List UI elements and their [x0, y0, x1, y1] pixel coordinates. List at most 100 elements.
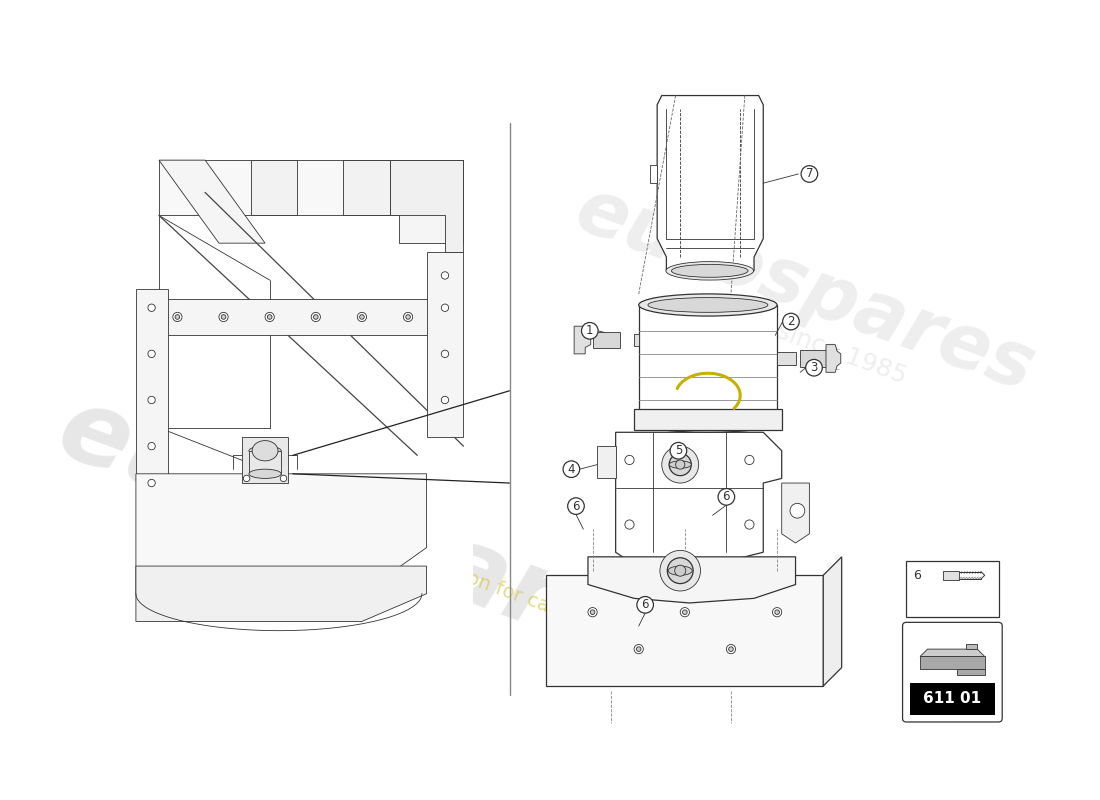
Text: 6: 6 [913, 569, 922, 582]
Circle shape [267, 314, 272, 319]
Circle shape [582, 322, 598, 339]
Polygon shape [160, 298, 446, 335]
Circle shape [314, 314, 318, 319]
Polygon shape [657, 95, 763, 271]
Circle shape [147, 479, 155, 486]
Circle shape [674, 565, 685, 576]
Circle shape [668, 558, 693, 583]
Polygon shape [136, 474, 427, 594]
Circle shape [406, 314, 410, 319]
Circle shape [680, 607, 690, 617]
Polygon shape [399, 160, 463, 243]
Circle shape [682, 610, 688, 614]
Text: 1: 1 [586, 324, 594, 338]
Polygon shape [574, 326, 591, 354]
Text: eurospares: eurospares [45, 378, 697, 698]
Ellipse shape [671, 264, 748, 278]
Polygon shape [160, 160, 463, 215]
Polygon shape [906, 562, 999, 617]
Circle shape [173, 312, 182, 322]
Circle shape [662, 446, 698, 483]
Circle shape [670, 442, 686, 459]
Circle shape [637, 646, 641, 651]
Text: 6: 6 [641, 598, 649, 611]
Circle shape [147, 350, 155, 358]
Polygon shape [777, 352, 795, 365]
Circle shape [441, 396, 449, 404]
Text: 3: 3 [811, 362, 817, 374]
Polygon shape [251, 160, 297, 215]
Polygon shape [588, 557, 795, 603]
Text: 6: 6 [723, 490, 730, 503]
Polygon shape [634, 410, 782, 430]
Circle shape [147, 442, 155, 450]
Polygon shape [160, 160, 265, 243]
Circle shape [219, 312, 228, 322]
Polygon shape [136, 151, 473, 622]
Polygon shape [389, 160, 463, 252]
Polygon shape [800, 350, 826, 366]
Text: 6: 6 [572, 499, 580, 513]
Polygon shape [920, 649, 984, 657]
Circle shape [728, 646, 734, 651]
Text: since 1985: since 1985 [773, 319, 910, 389]
Ellipse shape [252, 441, 278, 461]
Circle shape [774, 610, 780, 614]
Circle shape [790, 503, 805, 518]
Ellipse shape [668, 566, 692, 575]
Circle shape [625, 520, 634, 529]
Text: eurospares: eurospares [565, 172, 1044, 406]
Circle shape [265, 312, 274, 322]
Polygon shape [634, 334, 639, 346]
Circle shape [563, 461, 580, 478]
Circle shape [660, 550, 701, 591]
Circle shape [311, 312, 320, 322]
Circle shape [441, 304, 449, 311]
Polygon shape [242, 437, 288, 483]
Circle shape [772, 607, 782, 617]
Circle shape [745, 455, 754, 465]
Circle shape [441, 272, 449, 279]
Circle shape [404, 312, 412, 322]
Circle shape [634, 645, 643, 654]
FancyBboxPatch shape [903, 622, 1002, 722]
Circle shape [637, 597, 653, 613]
Polygon shape [826, 345, 840, 372]
Text: 7: 7 [805, 167, 813, 181]
Text: 611 01: 611 01 [923, 691, 981, 706]
Circle shape [675, 460, 685, 469]
Polygon shape [966, 645, 977, 649]
Circle shape [782, 314, 800, 330]
Polygon shape [943, 570, 959, 580]
Circle shape [805, 359, 823, 376]
Circle shape [745, 520, 754, 529]
Circle shape [568, 498, 584, 514]
Circle shape [147, 396, 155, 404]
Polygon shape [597, 446, 616, 478]
Text: 4: 4 [568, 462, 575, 476]
Ellipse shape [249, 446, 282, 455]
Polygon shape [782, 483, 810, 543]
Polygon shape [910, 683, 994, 714]
Circle shape [280, 475, 287, 482]
Polygon shape [823, 557, 842, 686]
Circle shape [243, 475, 250, 482]
Polygon shape [427, 252, 463, 437]
Ellipse shape [669, 461, 691, 468]
Circle shape [221, 314, 226, 319]
Circle shape [591, 610, 595, 614]
Polygon shape [593, 332, 620, 348]
Circle shape [175, 314, 179, 319]
Ellipse shape [639, 294, 777, 316]
Text: 5: 5 [674, 444, 682, 458]
Ellipse shape [639, 414, 777, 432]
Circle shape [625, 455, 634, 465]
Circle shape [718, 489, 735, 505]
Circle shape [358, 312, 366, 322]
Circle shape [360, 314, 364, 319]
Ellipse shape [648, 298, 768, 312]
Polygon shape [639, 305, 777, 423]
Circle shape [669, 454, 691, 476]
Circle shape [588, 607, 597, 617]
Polygon shape [343, 160, 389, 215]
